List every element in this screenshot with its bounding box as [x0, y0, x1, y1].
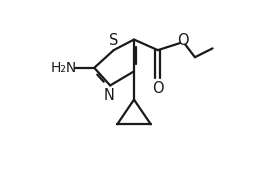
Text: O: O: [177, 33, 189, 48]
Text: N: N: [104, 88, 115, 103]
Text: S: S: [109, 33, 118, 48]
Text: H₂N: H₂N: [50, 61, 76, 75]
Text: O: O: [152, 81, 164, 96]
